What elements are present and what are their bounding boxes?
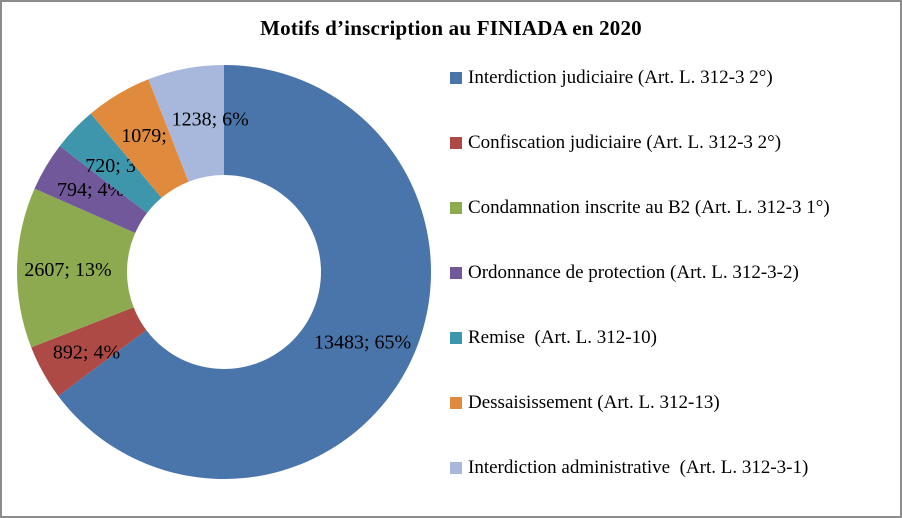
legend: Interdiction judiciaire (Art. L. 312-3 2…	[450, 67, 830, 516]
donut-slice-0	[58, 65, 431, 480]
legend-label: Interdiction administrative (Art. L. 312…	[468, 457, 809, 478]
slice-data-label: 1238; 6%	[172, 109, 249, 131]
legend-color-swatch	[450, 397, 462, 409]
legend-item: Confiscation judiciaire (Art. L. 312-3 2…	[450, 132, 830, 154]
legend-label: Confiscation judiciaire (Art. L. 312-3 2…	[468, 132, 782, 153]
legend-item: Ordonnance de protection (Art. L. 312-3-…	[450, 262, 830, 284]
donut-slice-6	[148, 65, 224, 182]
donut-slice-3	[34, 146, 148, 233]
donut-slice-5	[90, 79, 189, 198]
slice-data-label: 892; 4%	[53, 341, 120, 363]
donut-slice-2	[17, 188, 136, 348]
slice-data-label: 13483; 65%	[314, 331, 411, 353]
donut-slice-4	[59, 113, 162, 213]
donut-chart: 13483; 65%892; 4%2607; 13%794; 4%720; 3%…	[17, 65, 431, 480]
legend-item: Interdiction administrative (Art. L. 312…	[450, 457, 830, 479]
legend-color-swatch	[450, 332, 462, 344]
legend-color-swatch	[450, 137, 462, 149]
legend-color-swatch	[450, 462, 462, 474]
legend-color-swatch	[450, 267, 462, 279]
legend-color-swatch	[450, 202, 462, 214]
legend-color-swatch	[450, 72, 462, 84]
donut-slice-1	[31, 307, 147, 396]
chart-title: Motifs d’inscription au FINIADA en 2020	[260, 16, 642, 40]
legend-item: Dessaisissement (Art. L. 312-13)	[450, 392, 830, 414]
legend-label: Dessaisissement (Art. L. 312-13)	[468, 392, 720, 413]
legend-item: Remise (Art. L. 312-10)	[450, 327, 830, 349]
slice-data-label: 2607; 13%	[24, 259, 111, 281]
legend-label: Remise (Art. L. 312-10)	[468, 327, 657, 348]
legend-label: Ordonnance de protection (Art. L. 312-3-…	[468, 262, 799, 283]
slice-data-label: 794; 4%	[57, 179, 124, 201]
legend-label: Interdiction judiciaire (Art. L. 312-3 2…	[468, 67, 773, 88]
legend-item: Interdiction judiciaire (Art. L. 312-3 2…	[450, 67, 830, 89]
legend-item: Condamnation inscrite au B2 (Art. L. 312…	[450, 197, 830, 219]
legend-label: Condamnation inscrite au B2 (Art. L. 312…	[468, 197, 830, 218]
